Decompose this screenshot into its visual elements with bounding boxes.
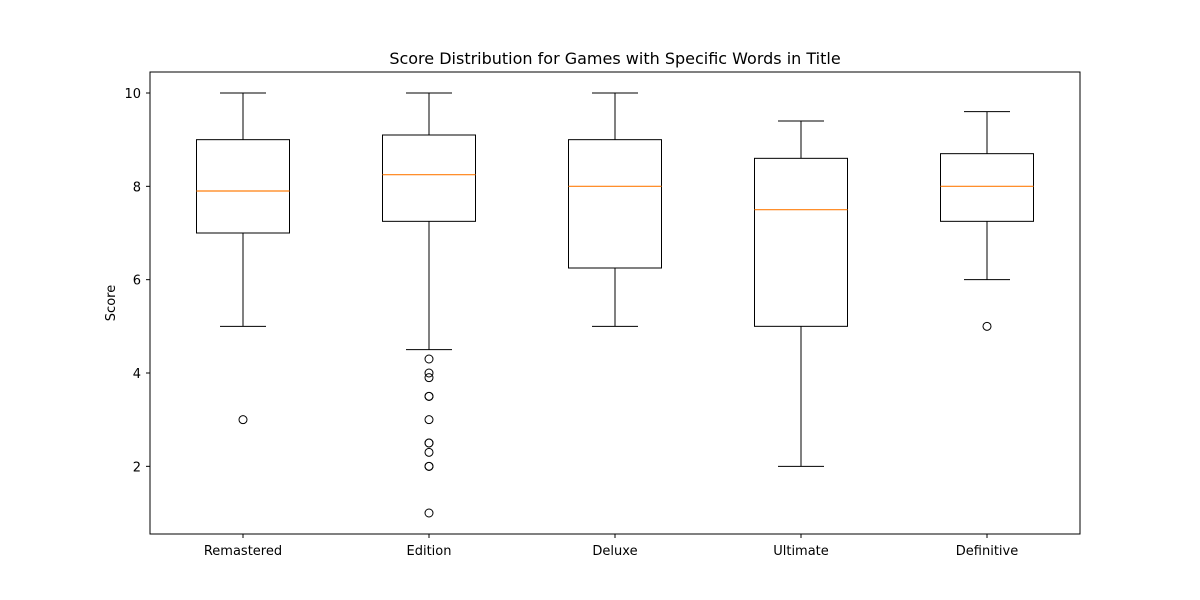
outlier-point bbox=[424, 354, 434, 364]
outlier-point bbox=[424, 508, 434, 518]
box-group-ultimate bbox=[754, 120, 848, 467]
plot-area bbox=[196, 92, 1034, 518]
y-tick-label: 2 bbox=[133, 460, 141, 475]
box-iqr bbox=[940, 153, 1034, 222]
box-group-edition bbox=[382, 92, 476, 518]
outlier-point bbox=[424, 368, 434, 378]
x-tick-label: Edition bbox=[407, 544, 452, 559]
box-iqr bbox=[196, 139, 290, 234]
y-tick-label: 8 bbox=[133, 180, 141, 195]
box-group-deluxe bbox=[568, 92, 662, 327]
box-group-remastered bbox=[196, 92, 290, 425]
x-tick-label: Remastered bbox=[204, 544, 282, 559]
y-tick-label: 6 bbox=[133, 274, 141, 289]
outlier-point bbox=[982, 321, 992, 331]
box-iqr bbox=[568, 139, 662, 269]
outlier-point bbox=[424, 415, 434, 425]
box-iqr bbox=[382, 134, 476, 222]
x-tick-label: Deluxe bbox=[592, 544, 637, 559]
x-tick-label: Ultimate bbox=[773, 544, 829, 559]
outlier-point bbox=[424, 461, 434, 471]
outlier-point bbox=[424, 438, 434, 448]
outlier-point bbox=[424, 373, 434, 383]
y-tick-label: 4 bbox=[133, 367, 141, 382]
chart-title: Score Distribution for Games with Specif… bbox=[389, 49, 840, 68]
box-iqr bbox=[754, 157, 848, 327]
y-axis-label: Score bbox=[104, 285, 119, 321]
outlier-point bbox=[424, 391, 434, 401]
box-group-definitive bbox=[940, 111, 1034, 331]
outlier-point bbox=[238, 415, 248, 425]
y-tick-label: 10 bbox=[124, 87, 141, 102]
outlier-point bbox=[424, 447, 434, 457]
x-tick-label: Definitive bbox=[956, 544, 1018, 559]
